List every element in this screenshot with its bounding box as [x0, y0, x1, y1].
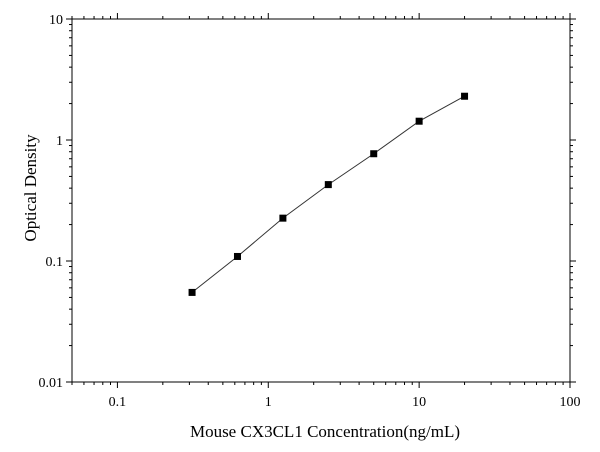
x-tick-label: 0.1 — [109, 395, 127, 410]
data-point — [461, 92, 469, 100]
data-point — [324, 181, 332, 189]
x-tick-label: 100 — [560, 395, 581, 410]
data-point — [279, 214, 287, 222]
y-tick-label: 0.1 — [46, 255, 64, 270]
y-tick-label: 0.01 — [39, 376, 64, 391]
x-tick-label: 10 — [412, 395, 426, 410]
plot-frame — [71, 18, 571, 383]
x-axis-title: Mouse CX3CL1 Concentration(ng/mL) — [190, 422, 460, 441]
y-axis-title: Optical Density — [21, 134, 40, 242]
data-point — [233, 252, 241, 260]
fit-line — [191, 95, 465, 293]
data-point — [188, 288, 196, 296]
y-tick-label: 1 — [56, 134, 63, 149]
series-layer — [188, 92, 469, 296]
data-point — [370, 150, 378, 158]
x-tick-label: 1 — [265, 395, 272, 410]
data-point — [415, 117, 423, 125]
y-tick-label: 10 — [49, 13, 63, 28]
axes: 0.1 1 10 100 0.01 0.1 1 10 — [39, 13, 581, 410]
